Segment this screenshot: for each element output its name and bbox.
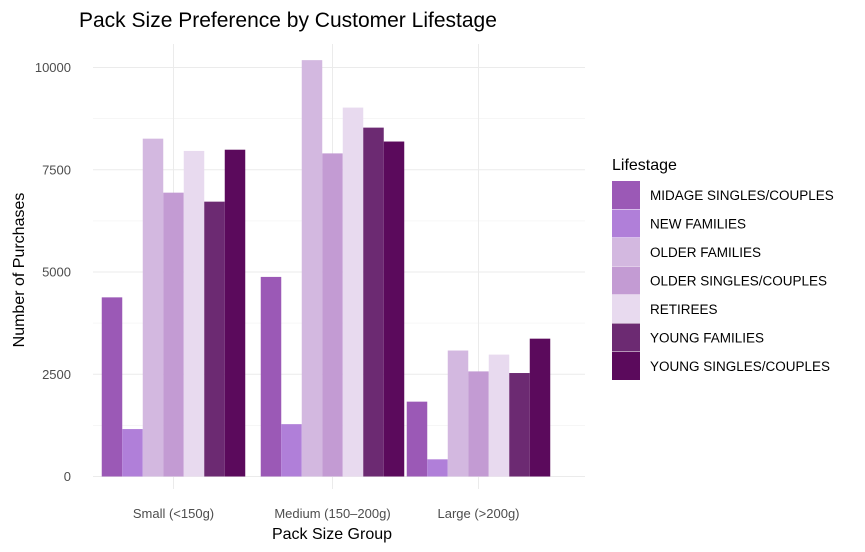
- bar: [224, 149, 246, 477]
- y-tick-label: 10000: [35, 60, 71, 75]
- legend-swatch: [612, 266, 640, 295]
- bars: [101, 60, 551, 477]
- bar: [342, 107, 364, 477]
- legend-swatch: [612, 323, 640, 352]
- x-axis-ticks: Small (<150g) Medium (150–200g) Large (>20…: [133, 506, 520, 521]
- legend-title: Lifestage: [612, 157, 677, 174]
- y-tick-label: 0: [64, 469, 71, 484]
- legend-label: YOUNG FAMILIES: [650, 331, 764, 346]
- bar: [488, 354, 510, 477]
- bar: [142, 138, 164, 477]
- chart-title: Pack Size Preference by Customer Lifesta…: [79, 9, 497, 32]
- bar: [447, 350, 469, 477]
- bar: [322, 153, 343, 477]
- legend-label: RETIREES: [650, 302, 718, 317]
- legend-label: NEW FAMILIES: [650, 217, 746, 232]
- y-axis-ticks: 0 2500 5000 7500 10000: [35, 60, 71, 484]
- legend: Lifestage MIDAGE SINGLES/COUPLES NEW FAMI…: [612, 157, 834, 380]
- bar: [163, 192, 184, 477]
- legend-swatch: [612, 238, 640, 266]
- x-tick-label: Large (>200g): [437, 506, 519, 521]
- bar: [204, 201, 225, 477]
- bar: [363, 127, 384, 477]
- bar: [260, 276, 282, 477]
- bar: [183, 150, 205, 477]
- bar: [101, 297, 123, 477]
- x-axis-title: Pack Size Group: [272, 526, 392, 543]
- legend-label: MIDAGE SINGLES/COUPLES: [650, 188, 834, 203]
- y-tick-label: 7500: [42, 162, 71, 177]
- legend-swatch: [612, 181, 640, 209]
- bar: [529, 338, 551, 477]
- y-tick-label: 2500: [42, 367, 71, 382]
- bar: [427, 459, 448, 477]
- bar: [301, 60, 323, 477]
- bar: [406, 401, 428, 477]
- legend-swatch: [612, 209, 640, 238]
- x-tick-label: Small (<150g): [133, 506, 214, 521]
- bar: [383, 141, 405, 477]
- legend-label: OLDER SINGLES/COUPLES: [650, 274, 827, 289]
- legend-label: YOUNG SINGLES/COUPLES: [650, 359, 830, 374]
- y-tick-label: 5000: [42, 265, 71, 280]
- bar: [281, 424, 302, 477]
- bar: [122, 429, 143, 477]
- legend-swatch: [612, 295, 640, 323]
- legend-label: OLDER FAMILIES: [650, 245, 761, 260]
- x-tick-label: Medium (150–200g): [274, 506, 390, 521]
- bar: [509, 373, 530, 477]
- bar: [468, 371, 489, 477]
- legend-swatch: [612, 352, 640, 380]
- y-axis-title: Number of Purchases: [11, 193, 28, 348]
